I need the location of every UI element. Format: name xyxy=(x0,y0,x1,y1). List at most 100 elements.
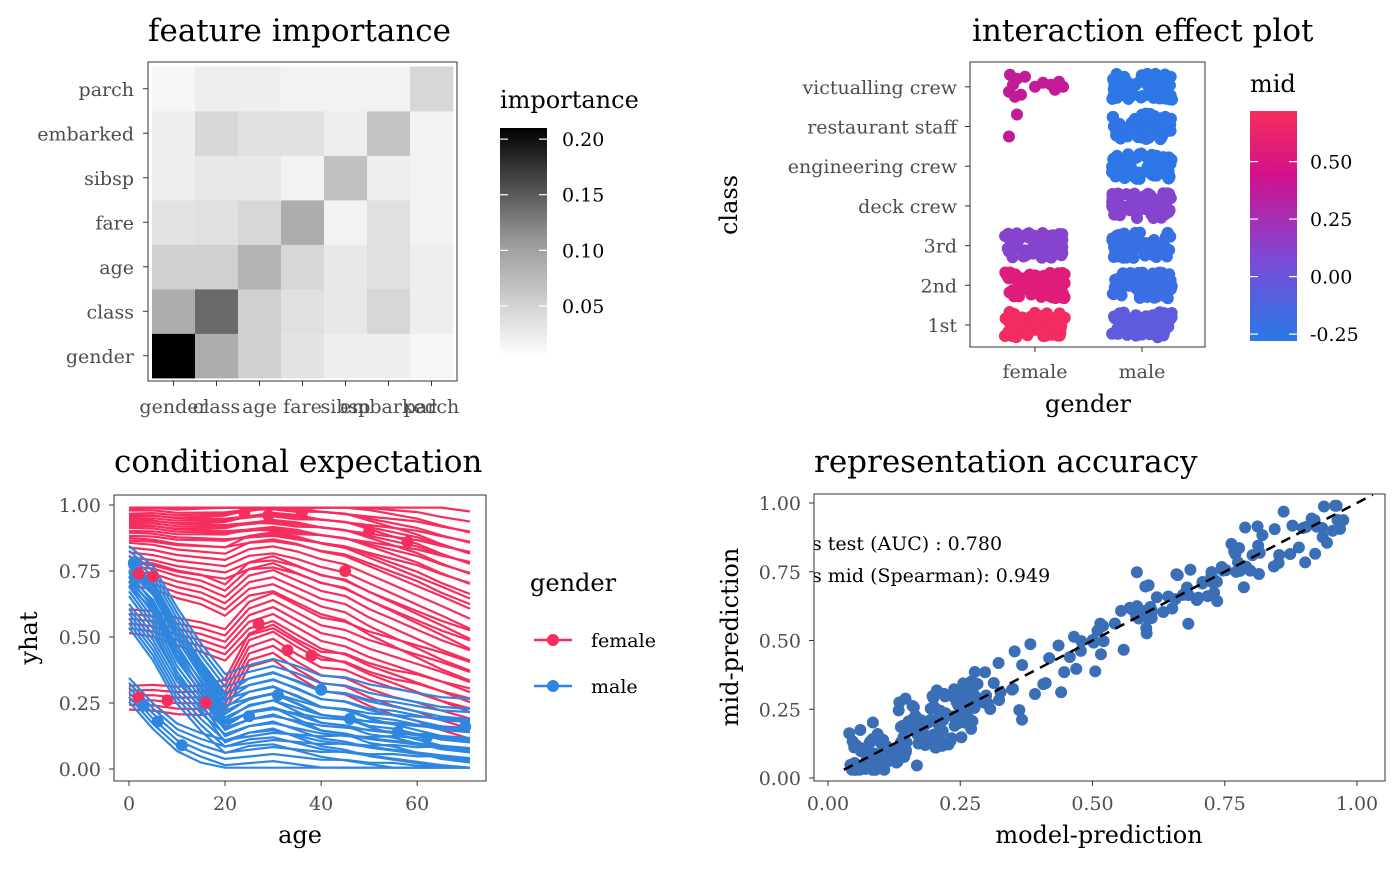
rep-point xyxy=(944,734,957,747)
interaction-point xyxy=(1052,329,1065,342)
heatmap-x-tick-label: fare xyxy=(283,396,322,418)
interaction-point xyxy=(1133,196,1146,209)
rep-point xyxy=(866,733,879,746)
rep-point xyxy=(966,715,979,728)
interaction-effect-title: interaction effect plot xyxy=(972,13,1314,49)
ce-x-axis-title: age xyxy=(278,821,322,849)
spearman-annotation: s mid (Spearman): 0.949 xyxy=(812,565,1050,587)
ice-point-female xyxy=(147,570,160,583)
interaction-x-tick-label: female xyxy=(1003,361,1068,383)
ice-line-female xyxy=(128,531,471,585)
interaction-point xyxy=(1009,268,1022,281)
heatmap-x-tick-label: sibsp xyxy=(321,396,371,418)
rep-point xyxy=(1117,643,1130,656)
heatmap-x-tick-label: embarked xyxy=(340,396,437,418)
interaction-point xyxy=(1045,251,1058,264)
ce-y-tick-label: 0.25 xyxy=(59,693,101,715)
heatmap-x-tick-label: gender xyxy=(139,396,208,418)
ra-x-tick-label: 0.25 xyxy=(939,793,981,815)
interaction-point xyxy=(1162,172,1175,185)
heatmap-y-tick-label: class xyxy=(86,301,134,323)
ice-point-male xyxy=(127,557,140,570)
interaction-point xyxy=(1154,323,1167,336)
ice-line-female xyxy=(128,545,471,620)
rep-point xyxy=(1252,539,1265,552)
ce-x-tick-label: 60 xyxy=(405,793,429,815)
rep-point xyxy=(1316,531,1329,544)
rep-point xyxy=(1055,686,1068,699)
rep-point xyxy=(1087,636,1100,649)
interaction-effect-points xyxy=(999,67,1178,344)
interaction-point xyxy=(1112,199,1125,212)
ra-x-tick-label: 1.00 xyxy=(1336,793,1378,815)
heatmap-x-tick-label: class xyxy=(193,396,241,418)
heatmap-cell-gender-age xyxy=(152,244,196,290)
ra-y-tick-label: 1.00 xyxy=(759,493,801,515)
rep-point xyxy=(1157,605,1170,618)
interaction-point xyxy=(1131,211,1144,224)
rep-point xyxy=(938,687,951,700)
rep-point xyxy=(1074,644,1087,657)
ice-line-female xyxy=(128,630,471,700)
heatmap-cell-parch-parch xyxy=(410,66,454,112)
rep-point xyxy=(1329,499,1342,512)
heatmap-y-ticks: gender class age fare sibsp embarked parch xyxy=(37,79,148,368)
rep-point xyxy=(1126,603,1139,616)
ice-line-female xyxy=(128,579,471,672)
rep-point xyxy=(953,696,966,709)
rep-point xyxy=(1140,622,1153,635)
interaction-point xyxy=(999,266,1012,279)
rep-point xyxy=(1006,683,1019,696)
interaction-point xyxy=(1111,327,1124,340)
rep-point xyxy=(877,757,890,770)
interaction-point xyxy=(1139,165,1152,178)
mid-legend: mid -0.25 0.00 0.25 0.50 xyxy=(1250,70,1359,346)
interaction-point xyxy=(1003,306,1016,319)
ice-line-female xyxy=(128,538,471,610)
ice-point-female xyxy=(238,506,251,519)
heatmap-cell-sibsp-age xyxy=(324,244,368,290)
rep-point xyxy=(1239,521,1252,534)
interaction-point xyxy=(1003,130,1015,143)
ice-line-female xyxy=(128,574,471,662)
heatmap-cell-parch-gender xyxy=(410,333,454,379)
ice-line-female xyxy=(128,584,471,682)
identity-reference-line xyxy=(843,494,1374,771)
ice-point-female xyxy=(199,697,212,709)
ice-line-male xyxy=(128,576,471,732)
heatmap-cell-fare-parch xyxy=(281,66,325,112)
ice-point-female xyxy=(339,565,352,577)
ra-y-axis-title: mid-prediction xyxy=(716,548,744,727)
interaction-point xyxy=(1058,277,1071,290)
rep-point xyxy=(1309,547,1322,560)
heatmap-y-tick-label: age xyxy=(99,257,134,279)
ce-y-ticks: 0.00 0.25 0.50 0.75 1.00 xyxy=(59,495,114,781)
interaction-point xyxy=(1122,148,1135,161)
ice-point-female xyxy=(252,617,265,630)
rep-point xyxy=(1196,577,1209,590)
interaction-point xyxy=(1013,290,1026,303)
rep-point xyxy=(906,700,919,713)
ice-point-female xyxy=(132,567,145,580)
interaction-x-axis-title: gender xyxy=(1045,390,1132,418)
rep-point xyxy=(1176,588,1189,601)
interaction-point xyxy=(1044,266,1057,279)
heatmap-y-tick-label: fare xyxy=(95,212,134,234)
rep-point xyxy=(1252,567,1265,580)
conditional-expectation-title: conditional expectation xyxy=(114,444,482,480)
rep-point xyxy=(1097,635,1110,648)
interaction-point xyxy=(1028,229,1041,242)
rep-point xyxy=(1142,612,1155,625)
mid-legend-ticks: -0.25 0.00 0.25 0.50 xyxy=(1250,152,1359,346)
ice-line-male xyxy=(128,681,471,750)
interaction-point xyxy=(1163,79,1176,92)
rep-point xyxy=(1067,630,1080,643)
rep-point xyxy=(1037,678,1050,691)
representation-accuracy-chart: representation accuracy s test (AUC) : 0… xyxy=(716,444,1386,849)
ice-line-male xyxy=(128,603,471,730)
ice-point-female xyxy=(161,694,174,707)
ice-point-male xyxy=(271,689,284,702)
rep-point xyxy=(866,716,879,729)
interaction-point xyxy=(1009,90,1021,103)
rep-point xyxy=(1317,500,1330,513)
